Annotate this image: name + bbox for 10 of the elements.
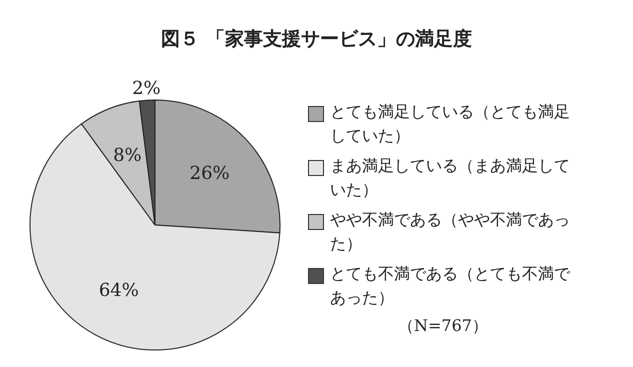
legend-label: とても不満である（とても不満であった） (330, 263, 572, 309)
legend-label: まあ満足している（まあ満足していた） (330, 155, 571, 201)
legend-label: とても満足している（とても満足していた） (330, 101, 571, 147)
data-label: 8% (113, 144, 142, 166)
data-label: 26% (190, 163, 230, 184)
data-label: 64% (98, 280, 139, 302)
text: （N=767） (397, 316, 489, 337)
chart-title: 図５ 「家事支援サービス」の満足度 (160, 27, 473, 52)
legend-label: やや不満である（やや不満であった） (330, 209, 571, 255)
data-label: 2% (132, 78, 161, 99)
